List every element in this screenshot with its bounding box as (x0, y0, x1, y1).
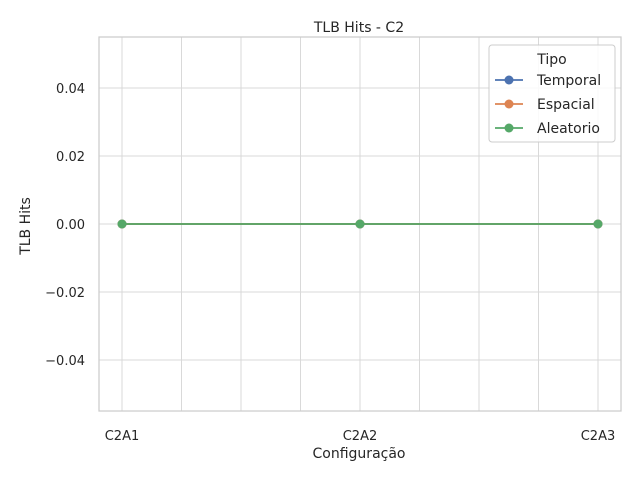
legend-label: Aleatorio (537, 121, 600, 137)
y-axis-label: TLB Hits (18, 197, 34, 256)
y-tick-label: 0.00 (56, 218, 85, 233)
x-tick-label: C2A2 (343, 429, 378, 444)
y-tick-label: 0.02 (56, 150, 85, 165)
legend-items: Temporal Espacial Aleatorio (495, 73, 601, 137)
y-tick-label: −0.02 (45, 286, 85, 301)
x-tick-label: C2A3 (581, 429, 616, 444)
x-axis-label: Configuração (313, 446, 406, 462)
legend: Tipo Temporal Espacial Aleatorio (488, 44, 616, 143)
x-tick-label: C2A1 (105, 429, 140, 444)
y-axis-ticks: −0.04 −0.02 0.00 0.02 0.04 (45, 82, 85, 369)
data-point (593, 219, 603, 229)
y-tick-label: −0.04 (45, 354, 85, 369)
chart-title: TLB Hits - C2 (313, 20, 404, 36)
data-point (117, 219, 127, 229)
data-point (355, 219, 365, 229)
y-tick-label: 0.04 (56, 82, 85, 97)
legend-marker (504, 75, 514, 85)
series-group (117, 219, 603, 229)
legend-marker (504, 123, 514, 133)
legend-title: Tipo (536, 52, 566, 68)
legend-label: Temporal (536, 73, 601, 89)
legend-label: Espacial (537, 97, 595, 113)
x-axis-ticks: C2A1 C2A2 C2A3 (105, 429, 616, 444)
legend-box (488, 44, 616, 143)
plot-frame (98, 36, 622, 412)
legend-marker (504, 99, 514, 109)
